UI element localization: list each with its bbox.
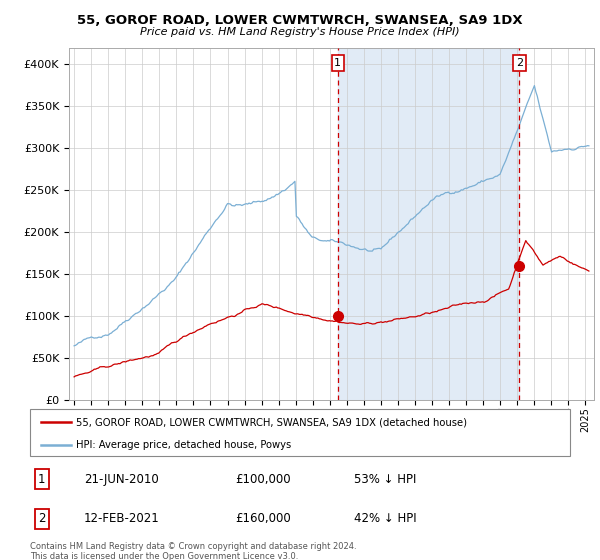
Text: 53% ↓ HPI: 53% ↓ HPI — [354, 473, 416, 486]
Text: 42% ↓ HPI: 42% ↓ HPI — [354, 512, 416, 525]
FancyBboxPatch shape — [30, 409, 570, 456]
Text: 2: 2 — [516, 58, 523, 68]
Text: £160,000: £160,000 — [235, 512, 291, 525]
Text: Contains HM Land Registry data © Crown copyright and database right 2024.
This d: Contains HM Land Registry data © Crown c… — [30, 542, 356, 560]
Text: 1: 1 — [334, 58, 341, 68]
Text: £100,000: £100,000 — [235, 473, 291, 486]
Text: Price paid vs. HM Land Registry's House Price Index (HPI): Price paid vs. HM Land Registry's House … — [140, 27, 460, 37]
Text: 12-FEB-2021: 12-FEB-2021 — [84, 512, 160, 525]
Bar — [338, 48, 520, 400]
Text: 1: 1 — [38, 473, 46, 486]
Text: 55, GOROF ROAD, LOWER CWMTWRCH, SWANSEA, SA9 1DX: 55, GOROF ROAD, LOWER CWMTWRCH, SWANSEA,… — [77, 14, 523, 27]
Text: HPI: Average price, detached house, Powys: HPI: Average price, detached house, Powy… — [76, 440, 291, 450]
Text: 55, GOROF ROAD, LOWER CWMTWRCH, SWANSEA, SA9 1DX (detached house): 55, GOROF ROAD, LOWER CWMTWRCH, SWANSEA,… — [76, 417, 467, 427]
Text: 2: 2 — [38, 512, 46, 525]
Text: 21-JUN-2010: 21-JUN-2010 — [84, 473, 159, 486]
